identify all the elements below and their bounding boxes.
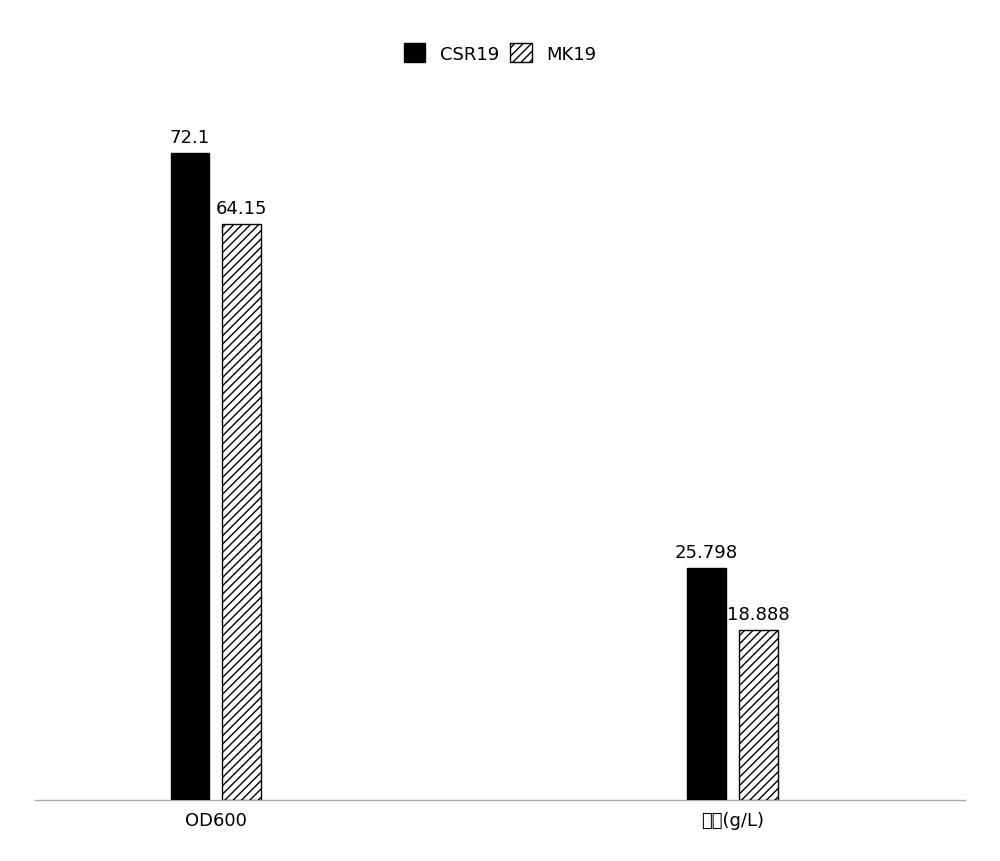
Text: 72.1: 72.1: [170, 128, 210, 146]
Text: 18.888: 18.888: [727, 605, 790, 623]
Legend: CSR19, MK19: CSR19, MK19: [397, 37, 603, 71]
Text: 64.15: 64.15: [216, 200, 267, 218]
Bar: [687, 568, 726, 800]
Bar: [171, 153, 209, 800]
Bar: [739, 630, 778, 800]
Text: 25.798: 25.798: [675, 543, 738, 561]
Bar: [222, 225, 261, 800]
